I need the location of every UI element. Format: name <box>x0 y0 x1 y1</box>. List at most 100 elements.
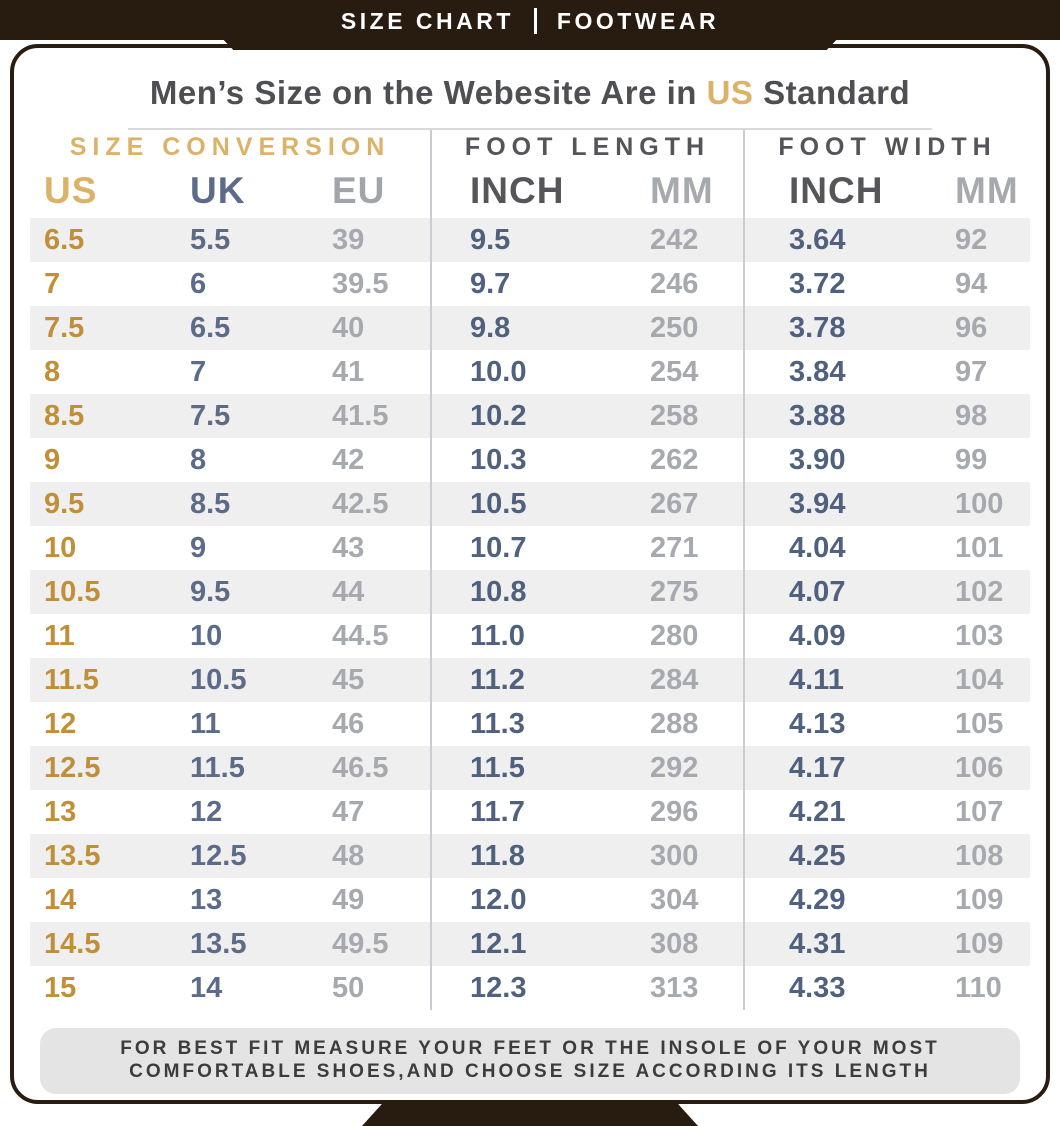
cell-eu: 45 <box>320 658 432 702</box>
cell-us: 14.5 <box>44 928 101 960</box>
table-row: 11 10 44.5 11.0 280 4.09 103 <box>30 614 1030 658</box>
cell-width-mm: 103 <box>955 620 1004 652</box>
cell-width-inch: 4.21 <box>789 796 846 828</box>
cell-us: 12.5 <box>44 752 101 784</box>
group-header-foot-width: FOOT WIDTH <box>778 132 997 161</box>
cell-length-mm: 258 <box>638 394 745 438</box>
cell-width-inch: 4.07 <box>789 576 846 608</box>
cell-length-mm: 271 <box>638 526 745 570</box>
cell-width-inch: 3.94 <box>789 488 846 520</box>
cell-uk: 9 <box>190 532 207 564</box>
cell-uk: 12 <box>190 796 223 828</box>
cell-length-mm: 242 <box>638 218 745 262</box>
group-header-row: SIZE CONVERSION FOOT LENGTH FOOT WIDTH <box>30 130 1030 164</box>
cell-width-inch: 4.33 <box>789 972 846 1004</box>
table-row: 12.5 11.5 46.5 11.5 292 4.17 106 <box>30 746 1030 790</box>
cell-eu: 46 <box>320 702 432 746</box>
cell-length-mm: 262 <box>638 438 745 482</box>
cell-width-mm: 108 <box>955 840 1004 872</box>
column-header-length-inch: INCH <box>470 170 565 211</box>
cell-length-inch: 11.3 <box>470 708 525 740</box>
cell-eu: 39 <box>320 218 432 262</box>
cell-length-inch: 9.8 <box>470 312 511 344</box>
table-row: 14 13 49 12.0 304 4.29 109 <box>30 878 1030 922</box>
table-row: 14.5 13.5 49.5 12.1 308 4.31 109 <box>30 922 1030 966</box>
cell-width-inch: 4.13 <box>789 708 846 740</box>
banner-title-right: FOOTWEAR <box>556 7 720 34</box>
cell-uk: 13 <box>190 884 223 916</box>
cell-width-inch: 4.17 <box>789 752 846 784</box>
table-row: 13.5 12.5 48 11.8 300 4.25 108 <box>30 834 1030 878</box>
cell-length-mm: 288 <box>638 702 745 746</box>
cell-width-mm: 100 <box>955 488 1004 520</box>
cell-width-inch: 3.72 <box>789 268 846 300</box>
cell-width-inch: 3.88 <box>789 400 846 432</box>
cell-length-inch: 10.5 <box>470 488 527 520</box>
column-header-width-inch: INCH <box>789 170 884 211</box>
cell-eu: 46.5 <box>320 746 432 790</box>
cell-length-inch: 11.0 <box>470 620 525 652</box>
table-row: 8 7 41 10.0 254 3.84 97 <box>30 350 1030 394</box>
cell-width-mm: 92 <box>955 224 988 256</box>
cell-uk: 10 <box>190 620 223 652</box>
cell-width-mm: 97 <box>955 356 988 388</box>
column-header-width-mm: MM <box>955 170 1019 211</box>
table-row: 8.5 7.5 41.5 10.2 258 3.88 98 <box>30 394 1030 438</box>
cell-length-inch: 11.5 <box>470 752 525 784</box>
cell-length-mm: 250 <box>638 306 745 350</box>
cell-uk: 11.5 <box>190 752 245 784</box>
cell-width-mm: 98 <box>955 400 988 432</box>
cell-length-inch: 12.1 <box>470 928 527 960</box>
cell-uk: 10.5 <box>190 664 247 696</box>
cell-width-mm: 105 <box>955 708 1004 740</box>
cell-length-mm: 275 <box>638 570 745 614</box>
cell-us: 6.5 <box>44 224 85 256</box>
table-row: 7.5 6.5 40 9.8 250 3.78 96 <box>30 306 1030 350</box>
table-row: 10.5 9.5 44 10.8 275 4.07 102 <box>30 570 1030 614</box>
cell-width-mm: 104 <box>955 664 1004 696</box>
cell-length-inch: 12.3 <box>470 972 527 1004</box>
cell-width-inch: 3.90 <box>789 444 846 476</box>
table-body: 6.5 5.5 39 9.5 242 3.64 92 7 6 39.5 9.7 … <box>30 218 1030 1010</box>
cell-us: 15 <box>44 972 77 1004</box>
cell-uk: 7.5 <box>190 400 231 432</box>
cell-eu: 41 <box>320 350 432 394</box>
column-header-uk: UK <box>190 170 246 211</box>
table-row: 9 8 42 10.3 262 3.90 99 <box>30 438 1030 482</box>
cell-length-inch: 10.7 <box>470 532 527 564</box>
cell-uk: 9.5 <box>190 576 231 608</box>
banner-divider-icon <box>533 8 537 34</box>
cell-width-inch: 4.25 <box>789 840 846 872</box>
table-row: 10 9 43 10.7 271 4.04 101 <box>30 526 1030 570</box>
page-title: Men’s Size on the Webesite Are in US Sta… <box>14 74 1046 112</box>
column-header-eu: EU <box>320 164 432 218</box>
cell-eu: 50 <box>320 966 432 1010</box>
cell-width-mm: 109 <box>955 884 1004 916</box>
group-header-size-conversion: SIZE CONVERSION <box>30 130 432 164</box>
cell-eu: 42 <box>320 438 432 482</box>
cell-length-inch: 10.8 <box>470 576 527 608</box>
cell-uk: 14 <box>190 972 223 1004</box>
cell-us: 8.5 <box>44 400 85 432</box>
cell-width-inch: 4.29 <box>789 884 846 916</box>
cell-uk: 7 <box>190 356 207 388</box>
cell-length-inch: 11.2 <box>470 664 525 696</box>
cell-us: 7 <box>44 268 61 300</box>
cell-us: 14 <box>44 884 77 916</box>
cell-width-mm: 96 <box>955 312 988 344</box>
cell-length-mm: 313 <box>638 966 745 1010</box>
table-row: 11.5 10.5 45 11.2 284 4.11 104 <box>30 658 1030 702</box>
page-title-suffix: Standard <box>753 74 911 111</box>
cell-eu: 42.5 <box>320 482 432 526</box>
cell-us: 9.5 <box>44 488 85 520</box>
cell-width-mm: 99 <box>955 444 988 476</box>
cell-length-mm: 296 <box>638 790 745 834</box>
cell-length-inch: 9.7 <box>470 268 511 300</box>
cell-eu: 43 <box>320 526 432 570</box>
cell-uk: 12.5 <box>190 840 247 872</box>
cell-uk: 8 <box>190 444 207 476</box>
cell-eu: 39.5 <box>320 262 432 306</box>
cell-width-inch: 3.64 <box>789 224 846 256</box>
chart-card: Men’s Size on the Webesite Are in US Sta… <box>10 44 1050 1104</box>
